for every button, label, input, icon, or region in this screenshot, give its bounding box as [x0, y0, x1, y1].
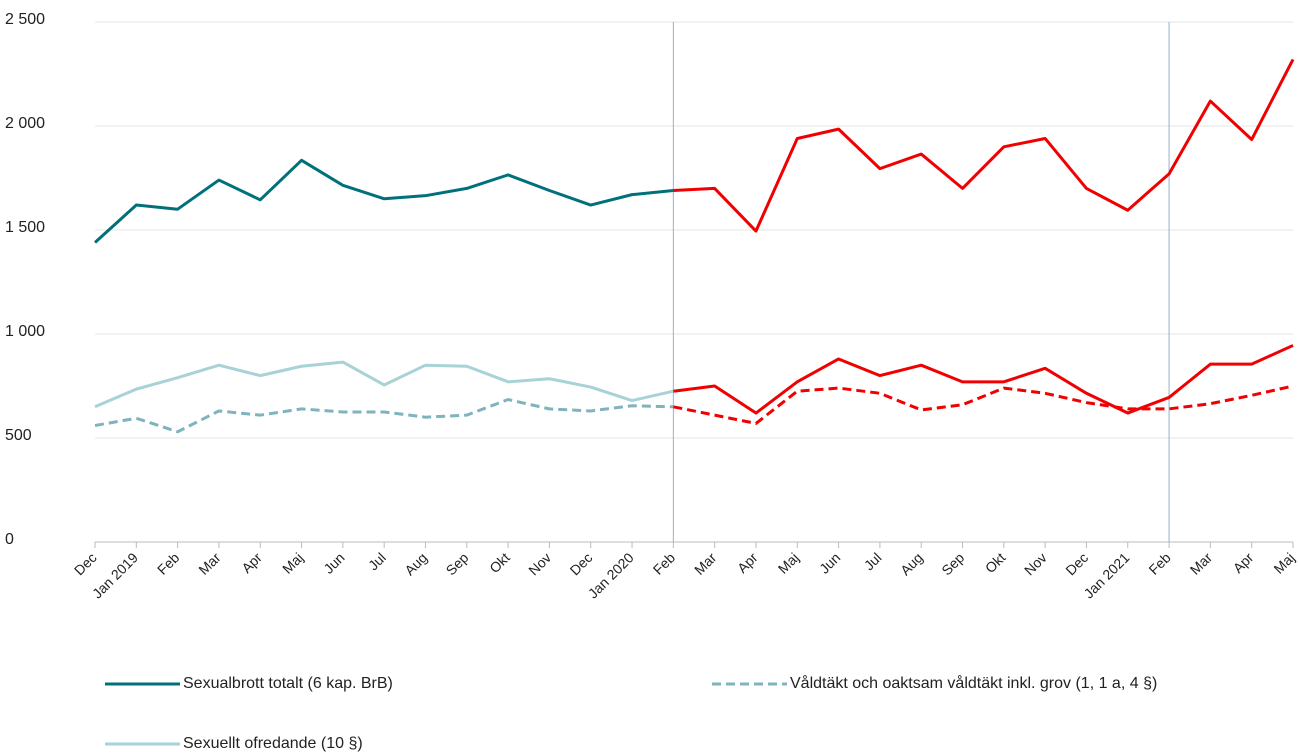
- x-tick-label: Nov: [1021, 549, 1050, 578]
- series-line: [673, 58, 1295, 233]
- series-line: [94, 398, 674, 434]
- legend-label: Sexuellt ofredande (10 §): [183, 735, 363, 752]
- x-tick-label: Feb: [650, 549, 679, 578]
- x-tick-label: Apr: [1230, 549, 1257, 576]
- series-line: [94, 360, 674, 409]
- series-line: [673, 344, 1294, 415]
- x-tick-label: Apr: [238, 549, 265, 576]
- x-tick-label: Jan 2019: [89, 549, 141, 601]
- y-tick-label: 500: [5, 427, 32, 444]
- y-tick-label: 2 500: [5, 11, 45, 28]
- x-tick-label: Sep: [938, 549, 967, 578]
- x-tick-label: Mar: [195, 549, 224, 578]
- x-tick-label: Feb: [154, 549, 183, 578]
- x-tick-label: Dec: [567, 549, 596, 578]
- legend-label: Våldtäkt och oaktsam våldtäkt inkl. grov…: [790, 674, 1157, 692]
- x-tick-label: Maj: [279, 549, 306, 576]
- x-tick-label: Jun: [320, 549, 347, 576]
- x-tick-label: Mar: [1187, 549, 1216, 578]
- series-line: [673, 384, 1294, 425]
- y-tick-label: 2 000: [5, 115, 45, 132]
- x-tick-label: Jul: [365, 549, 389, 573]
- x-tick-label: Jan 2021: [1080, 549, 1132, 601]
- x-tick-label: Mar: [691, 549, 720, 578]
- x-tick-label: Aug: [897, 549, 926, 578]
- x-tick-label: Nov: [525, 549, 554, 578]
- x-tick-label: Aug: [401, 549, 430, 578]
- y-tick-label: 1 500: [5, 219, 45, 236]
- x-tick-label: Okt: [982, 549, 1009, 576]
- x-tick-label: Sep: [443, 549, 472, 578]
- y-tick-label: 0: [5, 531, 14, 548]
- x-tick-label: Maj: [1270, 549, 1297, 576]
- x-tick-label: Feb: [1145, 549, 1174, 578]
- y-tick-label: 1 000: [5, 323, 45, 340]
- series-line: [93, 158, 674, 244]
- legend-label: Sexualbrott totalt (6 kap. BrB): [183, 675, 393, 692]
- x-tick-label: Dec: [1062, 549, 1091, 578]
- x-tick-label: Jun: [816, 549, 843, 576]
- x-tick-label: Okt: [486, 549, 513, 576]
- x-tick-label: Jul: [861, 549, 885, 573]
- x-tick-label: Maj: [775, 549, 802, 576]
- x-tick-label: Dec: [71, 549, 100, 578]
- x-tick-label: Jan 2020: [585, 549, 637, 601]
- x-tick-label: Apr: [734, 549, 761, 576]
